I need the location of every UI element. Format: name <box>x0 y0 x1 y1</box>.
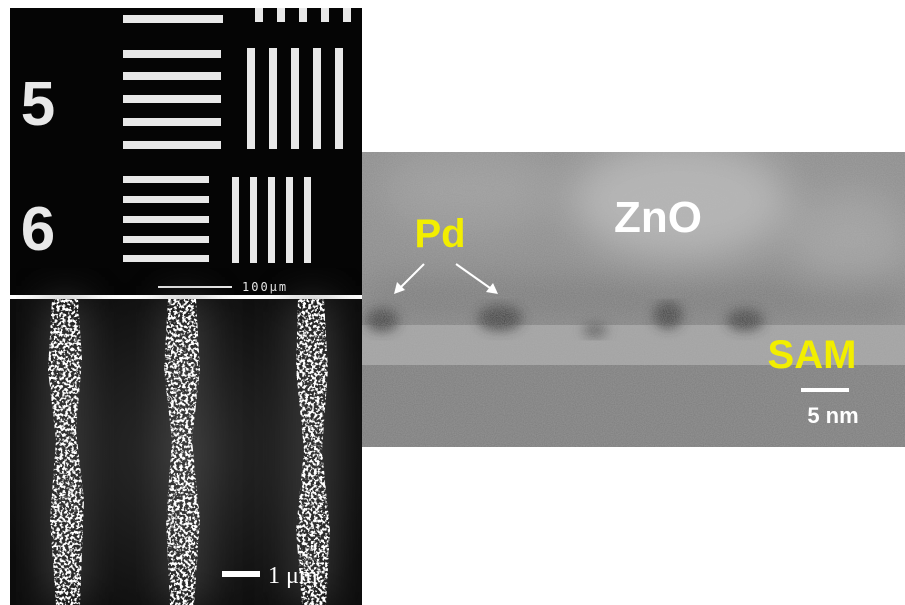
optical-panel: 5 6 100μm <box>10 8 362 295</box>
figure: 5 6 100μm 1 μm <box>0 0 905 605</box>
tem-panel: Pd ZnO SAM 5 nm <box>362 140 905 447</box>
sem-panel: 1 μm <box>10 299 362 605</box>
label-zno: ZnO <box>614 193 702 242</box>
scale-label: 1 μm <box>268 563 318 589</box>
scale-bar <box>801 388 849 392</box>
label-sam: SAM <box>768 333 857 377</box>
scale-bar <box>222 571 260 577</box>
group-label: 6 <box>21 195 55 264</box>
page: 5 6 100μm 1 μm <box>0 0 905 605</box>
label-pd: Pd <box>414 212 465 256</box>
scale-label: 5 nm <box>807 403 858 428</box>
scale-label: 100μm <box>242 280 288 294</box>
group-label: 5 <box>21 70 55 139</box>
